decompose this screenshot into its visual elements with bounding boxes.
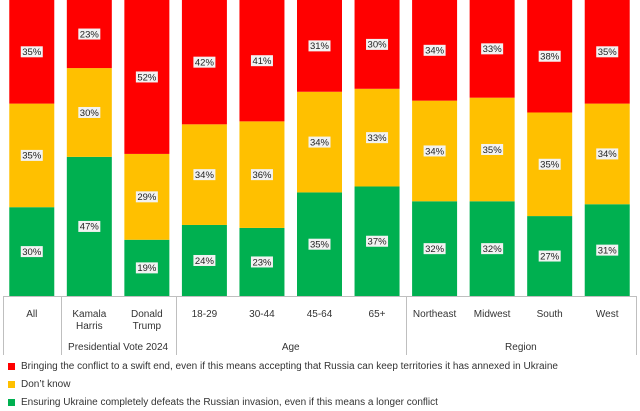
legend-item: Bringing the conflict to a swift end, ev… — [8, 357, 636, 375]
data-label: 34% — [425, 46, 445, 57]
category-label: Northeast — [413, 309, 457, 320]
data-label: 19% — [137, 263, 157, 274]
data-label-box — [538, 250, 561, 262]
group-label: Presidential Vote 2024 — [68, 342, 169, 353]
data-label-box — [366, 132, 389, 144]
category-label: 45-64 — [307, 309, 333, 320]
stacked-bar-chart: 30% 35% 35% 47% 30% 23% 19% 29% 52% 24% 34% 42% 23% 3… — [3, 0, 637, 355]
data-label: 30% — [368, 40, 388, 51]
data-label-box — [78, 28, 101, 40]
category-label: 65+ — [369, 309, 386, 320]
bars-layer — [9, 0, 630, 296]
data-label-box — [481, 43, 504, 55]
data-label: 31% — [310, 41, 330, 52]
data-label: 37% — [368, 237, 388, 248]
data-label: 36% — [252, 170, 272, 181]
legend-label-dont-know: Don’t know — [21, 378, 71, 390]
data-label: 30% — [80, 108, 100, 119]
data-label-box — [250, 55, 273, 67]
data-label-box — [193, 56, 216, 68]
data-label: 30% — [22, 247, 42, 258]
data-label-box — [538, 50, 561, 62]
data-label-box — [308, 136, 331, 148]
data-label: 41% — [252, 56, 272, 67]
data-label: 32% — [425, 244, 445, 255]
legend-swatch-dont-know — [8, 380, 15, 388]
category-label: West — [596, 309, 619, 320]
data-label: 47% — [80, 222, 100, 233]
data-label-box — [366, 235, 389, 247]
category-label: Donald Trump — [131, 309, 163, 332]
data-label: 33% — [483, 44, 503, 55]
data-label-box — [193, 254, 216, 266]
data-label-box — [423, 44, 446, 56]
group-label: Age — [282, 342, 300, 353]
data-label: 52% — [137, 72, 157, 83]
category-label: All — [26, 309, 37, 320]
data-label-box — [481, 143, 504, 155]
data-label-box — [250, 256, 273, 268]
legend-item: Don’t know — [8, 375, 636, 393]
legend-label-defeat-invasion: Ensuring Ukraine completely defeats the … — [21, 396, 438, 408]
data-label-box — [20, 46, 43, 58]
data-label-box — [596, 148, 619, 160]
data-label: 23% — [80, 29, 100, 40]
category-label: 30-44 — [249, 309, 275, 320]
data-label: 33% — [368, 133, 388, 144]
category-label: Midwest — [474, 309, 511, 320]
data-label: 35% — [540, 160, 560, 171]
data-label-box — [308, 40, 331, 52]
category-label: Kamala Harris — [72, 309, 106, 332]
data-label: 24% — [195, 256, 215, 267]
group-label: Region — [505, 342, 537, 353]
data-label-box — [423, 145, 446, 157]
data-label-box — [20, 149, 43, 161]
data-label-box — [366, 38, 389, 50]
data-label-box — [135, 71, 158, 83]
data-label: 35% — [22, 151, 42, 162]
legend-swatch-defeat-invasion — [8, 398, 15, 406]
legend-label-swift-end: Bringing the conflict to a swift end, ev… — [21, 360, 558, 372]
data-label: 38% — [540, 52, 560, 63]
data-label: 34% — [195, 170, 215, 181]
legend-swatch-swift-end — [8, 362, 15, 370]
data-label: 34% — [598, 149, 618, 160]
data-label: 29% — [137, 192, 157, 203]
data-label: 35% — [310, 240, 330, 251]
data-label-box — [78, 106, 101, 118]
category-axis: All Kamala Harris Donald Trump 18-29 30-44 45-6… — [3, 296, 637, 355]
data-label-box — [135, 191, 158, 203]
data-label: 23% — [252, 257, 272, 268]
data-label: 34% — [425, 146, 445, 157]
data-label-box — [308, 238, 331, 250]
data-label-box — [596, 244, 619, 256]
data-label: 35% — [483, 145, 503, 156]
data-labels-layer: 30% 35% 35% 47% 30% 23% 19% 29% 52% 24% 34% 42% 23% 3… — [20, 28, 619, 274]
data-label-box — [135, 262, 158, 274]
data-label-box — [481, 243, 504, 255]
legend-item: Ensuring Ukraine completely defeats the … — [8, 393, 636, 411]
data-label-box — [423, 243, 446, 255]
data-label: 31% — [598, 245, 618, 256]
data-label-box — [538, 158, 561, 170]
data-label: 34% — [310, 137, 330, 148]
data-label: 35% — [598, 47, 618, 58]
data-label: 32% — [483, 244, 503, 255]
data-label-box — [596, 46, 619, 58]
data-label-box — [78, 220, 101, 232]
legend: Bringing the conflict to a swift end, ev… — [8, 357, 636, 411]
data-label: 42% — [195, 57, 215, 68]
data-label-box — [193, 169, 216, 181]
data-label: 27% — [540, 251, 560, 262]
data-label-box — [20, 246, 43, 258]
data-label-box — [250, 169, 273, 181]
category-label: South — [537, 309, 563, 320]
data-label: 35% — [22, 47, 42, 58]
category-label: 18-29 — [192, 309, 218, 320]
